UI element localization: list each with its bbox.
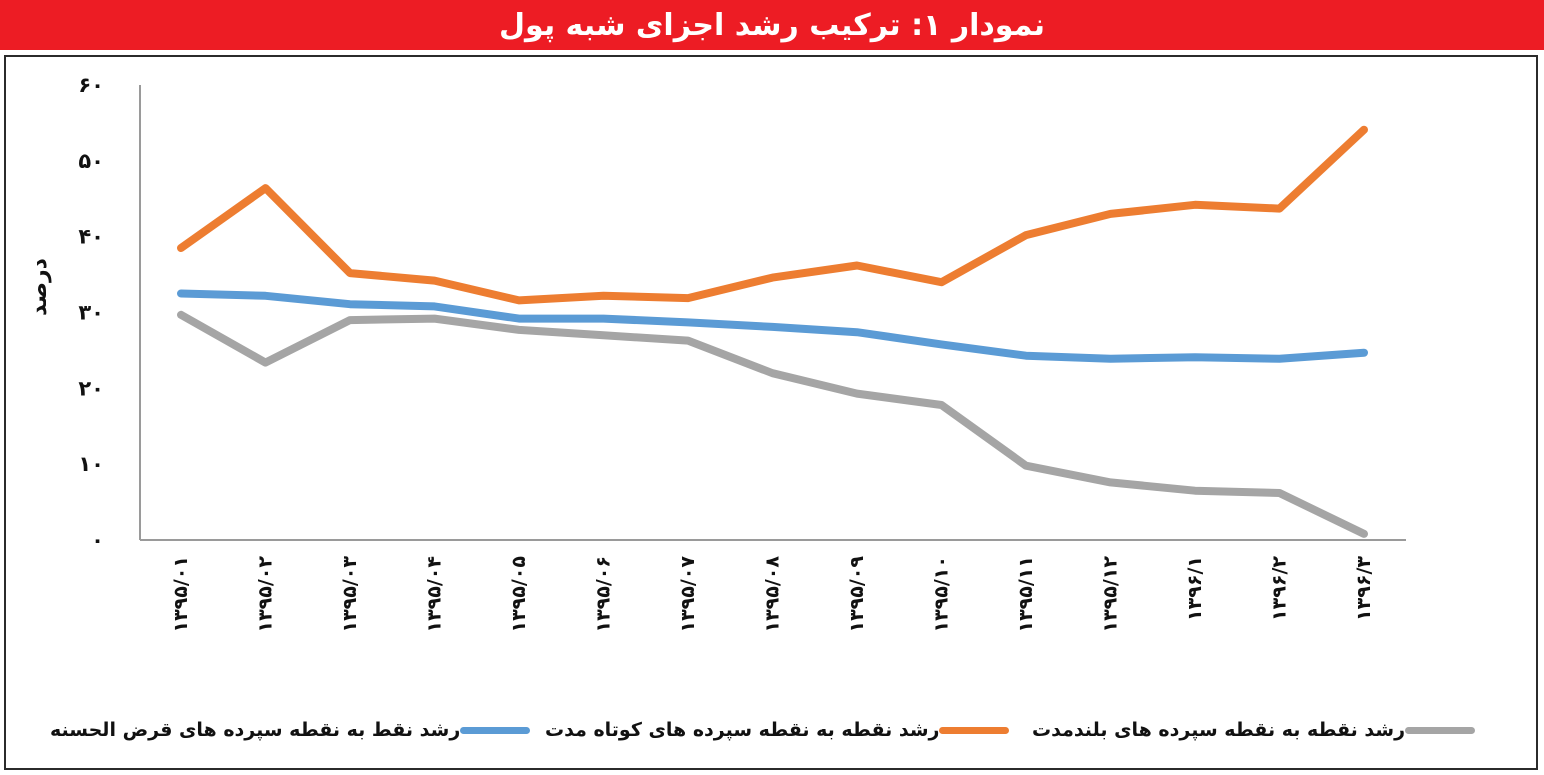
- legend-item-qard-al-hasana: رشد نقط به نقطه سپرده های قرض الحسنه: [50, 712, 540, 748]
- legend-label: رشد نقط به نقطه سپرده های قرض الحسنه: [50, 719, 461, 741]
- legend-swatch-gray: [1405, 726, 1476, 734]
- x-tick-label: ۱۳۹۵/۰۴: [424, 556, 446, 633]
- chart-title-bar: نمودار ۱: ترکیب رشد اجزای شبه پول: [0, 0, 1544, 50]
- series-line-qard-al-hasana: [177, 289, 1368, 363]
- legend-swatch-blue: [460, 726, 531, 734]
- x-tick-label: ۱۳۹۵/۰۹: [846, 556, 868, 633]
- y-tick-label: ۶۰: [78, 73, 104, 97]
- y-tick-label: ۰: [91, 528, 104, 552]
- x-tick-label: ۱۳۹۵/۰۲: [255, 556, 277, 633]
- legend-label: رشد نقطه به نقطه سپرده های کوتاه مدت: [545, 719, 940, 741]
- legend-item-short-term: رشد نقطه به نقطه سپرده های کوتاه مدت: [545, 712, 1019, 748]
- x-tick-label: ۱۳۹۵/۰۱: [170, 556, 192, 633]
- x-tick-label: ۱۳۹۵/۱۰: [931, 556, 953, 633]
- x-tick-label: ۱۳۹۵/۰۶: [593, 556, 615, 633]
- x-tick-label: ۱۳۹۶/۱: [1184, 556, 1206, 621]
- y-tick-label: ۵۰: [78, 149, 104, 173]
- x-tick-label: ۱۳۹۵/۰۸: [762, 556, 784, 633]
- legend-label: رشد نقطه به نقطه سپرده های بلندمدت: [1032, 719, 1406, 741]
- legend-swatch-orange: [939, 726, 1010, 734]
- chart-frame: [4, 55, 1538, 770]
- y-tick-label: ۱۰: [78, 452, 104, 476]
- chart-title: نمودار ۱: ترکیب رشد اجزای شبه پول: [499, 7, 1045, 43]
- legend-item-long-term: رشد نقطه به نقطه سپرده های بلندمدت: [1032, 712, 1485, 748]
- x-tick-label: ۱۳۹۵/۰۷: [677, 556, 699, 633]
- x-tick-label: ۱۳۹۶/۳: [1353, 556, 1375, 621]
- x-tick-label: ۱۳۹۶/۲: [1269, 556, 1291, 621]
- x-tick-label: ۱۳۹۵/۰۳: [339, 556, 361, 633]
- y-tick-label: ۳۰: [78, 301, 104, 325]
- x-tick-label: ۱۳۹۵/۱۱: [1015, 556, 1037, 633]
- x-tick-label: ۱۳۹۵/۰۵: [508, 556, 530, 633]
- x-tick-label: ۱۳۹۵/۱۲: [1100, 556, 1122, 633]
- y-tick-label: ۴۰: [78, 225, 104, 249]
- series-line-short-term: [177, 125, 1368, 305]
- y-axis-label: درصد: [27, 258, 52, 316]
- y-tick-label: ۲۰: [78, 376, 104, 400]
- series-line-long-term: [177, 310, 1368, 538]
